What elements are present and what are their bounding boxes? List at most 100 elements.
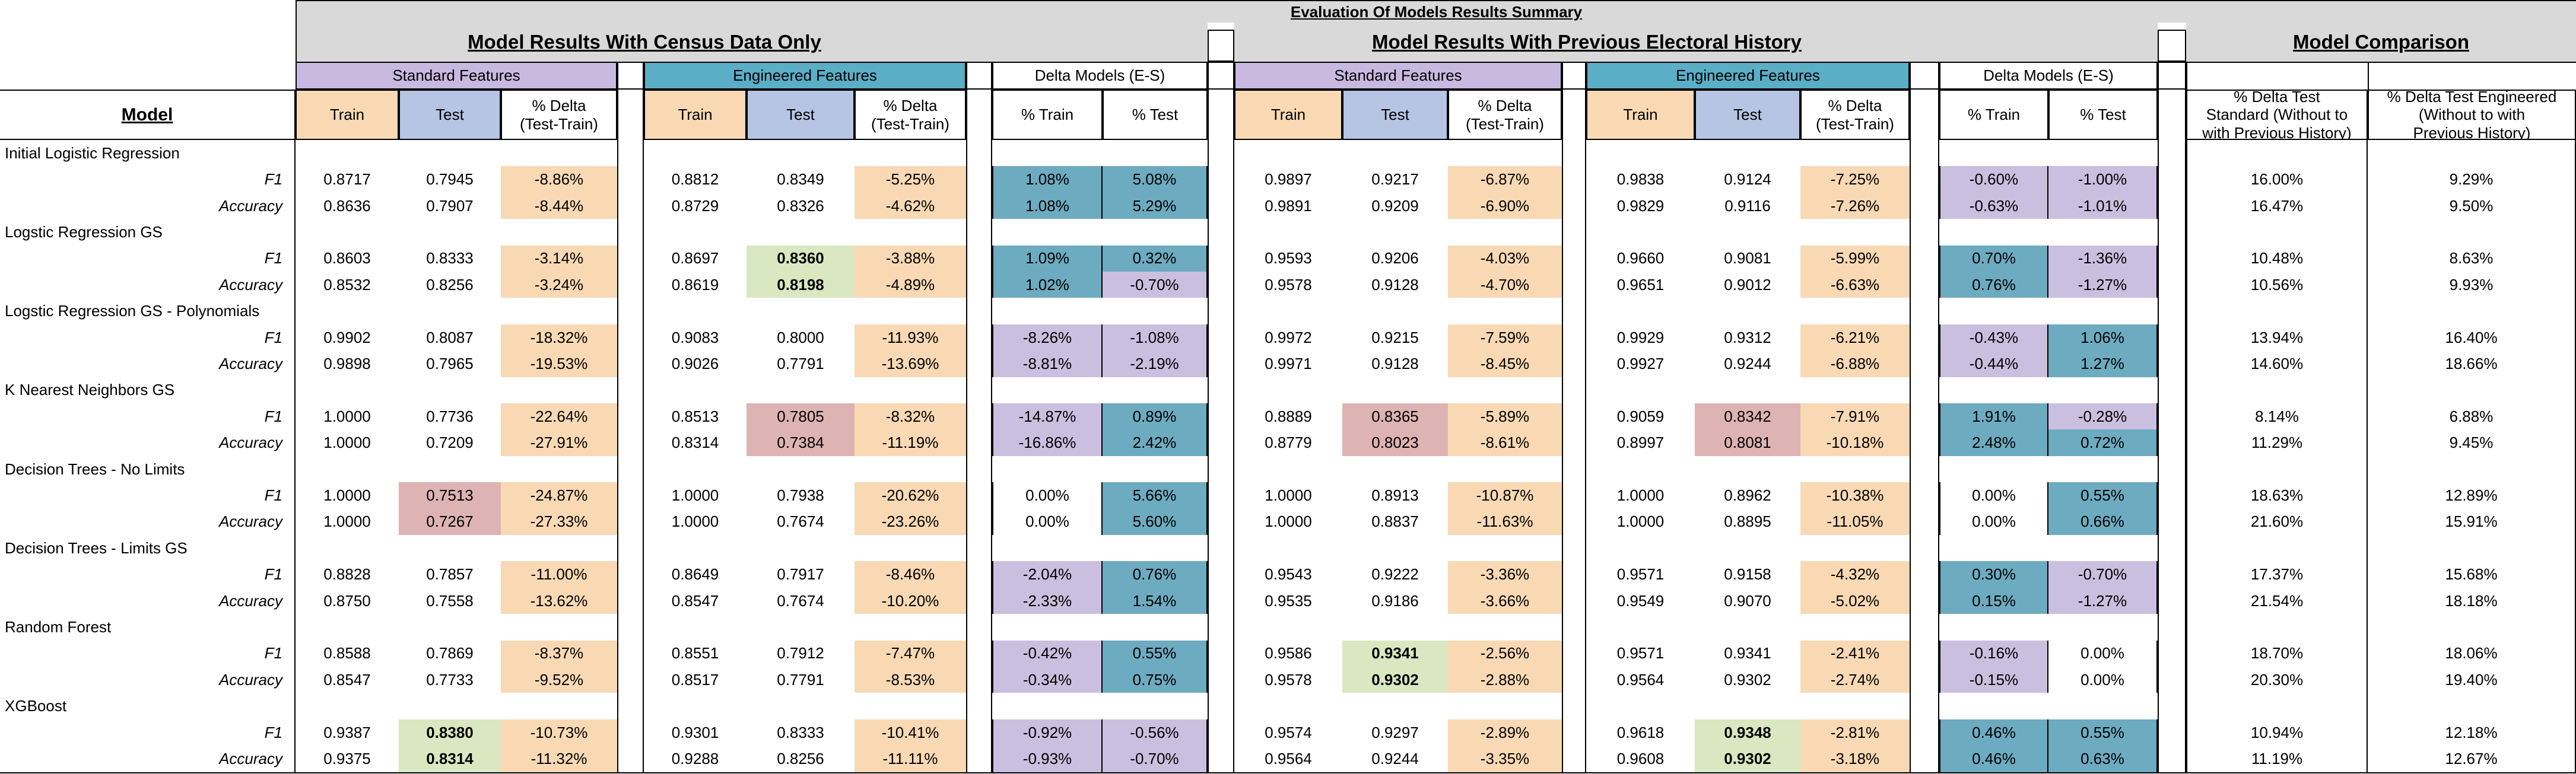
test-value: 0.7938 bbox=[777, 486, 824, 505]
metric-label: Accuracy bbox=[0, 746, 296, 772]
spacer-column bbox=[966, 587, 992, 614]
metric-label: Accuracy bbox=[0, 429, 296, 456]
pct-test-value: 5.29% bbox=[1103, 192, 1208, 219]
delta-header-line: % Delta bbox=[532, 96, 586, 114]
pct-train-value: 0.30% bbox=[1939, 561, 2048, 588]
delta-header-line: % Delta bbox=[883, 96, 938, 114]
model-name: Logstic Regression GS - Polynomials bbox=[0, 298, 296, 324]
pct-train-value: -16.86% bbox=[992, 429, 1103, 456]
spacer-column bbox=[617, 456, 644, 483]
test-value: 0.9244 bbox=[1371, 750, 1419, 768]
delta-test-train-value: -7.59% bbox=[1448, 324, 1562, 351]
pct-train-header: % Train bbox=[992, 90, 1103, 140]
test-value: 0.9217 bbox=[1371, 170, 1419, 189]
spacer-column bbox=[1910, 429, 1939, 456]
spacer-column bbox=[1208, 403, 1234, 430]
pct-test-value: 1.06% bbox=[2048, 324, 2158, 351]
spacer-column bbox=[617, 403, 644, 430]
spacer-column bbox=[1562, 693, 1586, 719]
test-value: 0.7805 bbox=[747, 403, 855, 430]
pct-train-value: -0.34% bbox=[992, 667, 1103, 693]
train-value: 0.9564 bbox=[1616, 670, 1665, 689]
train-value: 0.8547 bbox=[323, 670, 371, 689]
spacer-column bbox=[1208, 456, 1234, 483]
test-value: 0.9302 bbox=[1342, 667, 1448, 693]
spacer-column bbox=[1208, 245, 1234, 272]
engineered-features-header: Engineered Features bbox=[1586, 62, 1910, 90]
spacer-column bbox=[1208, 90, 1234, 140]
model-name: Initial Logistic Regression bbox=[0, 140, 296, 167]
comparison-empty bbox=[2186, 614, 2368, 641]
pct-train-value: 1.91% bbox=[1939, 403, 2048, 430]
pct-test-header: % Test bbox=[1103, 90, 1208, 140]
train-value: 0.8828 bbox=[323, 565, 371, 584]
spacer-column bbox=[1910, 272, 1939, 298]
delta-test-train-value: -24.87% bbox=[501, 482, 617, 509]
delta-test-train-value: -11.05% bbox=[1800, 508, 1910, 535]
comparison-empty bbox=[2368, 377, 2576, 403]
test-value: 0.7907 bbox=[426, 196, 474, 215]
delta-test-train-value: -6.87% bbox=[1448, 166, 1562, 193]
header-line: % Delta Test Engineered bbox=[2387, 90, 2557, 106]
comparison-empty bbox=[2186, 535, 2368, 562]
spacer-column bbox=[617, 192, 644, 219]
train-value: 0.9927 bbox=[1616, 355, 1665, 373]
test-value: 0.7384 bbox=[747, 429, 855, 456]
delta-test-train-value: -22.64% bbox=[501, 403, 617, 430]
train-value: 0.8588 bbox=[323, 644, 371, 662]
train-value: 0.9301 bbox=[671, 723, 719, 741]
spacer-column bbox=[2158, 140, 2186, 167]
spacer-column bbox=[2158, 166, 2186, 193]
delta-header: % Delta (Test-Train) bbox=[1448, 90, 1562, 140]
train-value: 0.9838 bbox=[1616, 170, 1665, 189]
spacer-column bbox=[966, 192, 992, 219]
spacer-column bbox=[1910, 456, 1939, 483]
pct-train-value: 1.08% bbox=[992, 166, 1103, 193]
test-value: 0.8342 bbox=[1695, 403, 1800, 430]
delta-test-train-value: -3.24% bbox=[501, 272, 617, 298]
train-value: 0.9593 bbox=[1265, 249, 1312, 267]
delta-test-standard-header: % Delta Test Standard (Without to with Pre… bbox=[2186, 90, 2368, 140]
metric-label: F1 bbox=[0, 719, 296, 746]
comparison-empty bbox=[2368, 456, 2576, 483]
delta-test-train-value: -18.32% bbox=[501, 324, 617, 351]
pct-test-value: -1.00% bbox=[2048, 166, 2158, 193]
delta-test-standard-value: 17.37% bbox=[2186, 561, 2368, 588]
train-value: 0.9578 bbox=[1265, 275, 1312, 294]
delta-test-train-value: -2.89% bbox=[1448, 719, 1562, 746]
spacer-column bbox=[1562, 456, 1586, 483]
metric-label: Accuracy bbox=[0, 351, 296, 377]
spacer-column bbox=[1910, 746, 1939, 772]
spacer-column bbox=[2158, 508, 2186, 535]
model-name: Random Forest bbox=[0, 614, 296, 641]
spacer-column bbox=[966, 667, 992, 693]
pct-test-value: 0.66% bbox=[2048, 508, 2158, 535]
delta-test-train-value: -6.90% bbox=[1448, 192, 1562, 219]
spacer-column bbox=[2158, 482, 2186, 509]
test-value: 0.9302 bbox=[1724, 670, 1771, 689]
test-value: 0.8360 bbox=[747, 245, 855, 272]
delta-test-train-value: -6.21% bbox=[1800, 324, 1910, 351]
spacer-column bbox=[1910, 640, 1939, 667]
pct-test-value: -1.01% bbox=[2048, 192, 2158, 219]
spacer-box bbox=[2158, 30, 2186, 62]
delta-test-standard-value: 18.70% bbox=[2186, 640, 2368, 667]
train-value: 1.0000 bbox=[671, 512, 719, 531]
train-value: 0.8619 bbox=[671, 275, 719, 294]
spacer-box bbox=[1910, 62, 1939, 90]
train-header: Train bbox=[296, 90, 399, 140]
spacer-column bbox=[1562, 403, 1586, 430]
pct-train-value: -2.33% bbox=[992, 587, 1103, 614]
test-value: 0.9116 bbox=[1724, 196, 1771, 215]
spacer-column bbox=[966, 482, 992, 509]
spacer-column bbox=[1208, 508, 1234, 535]
delta-test-train-value: -8.53% bbox=[855, 667, 966, 693]
pct-train-value: -0.16% bbox=[1939, 640, 2048, 667]
delta-test-standard-value: 10.56% bbox=[2186, 272, 2368, 298]
test-value: 0.8962 bbox=[1724, 486, 1771, 505]
comparison-empty bbox=[2368, 140, 2576, 167]
train-value: 0.9549 bbox=[1616, 591, 1665, 610]
spacer-box bbox=[1208, 62, 1234, 90]
spacer-column bbox=[1562, 746, 1586, 772]
spacer-box bbox=[966, 62, 992, 90]
